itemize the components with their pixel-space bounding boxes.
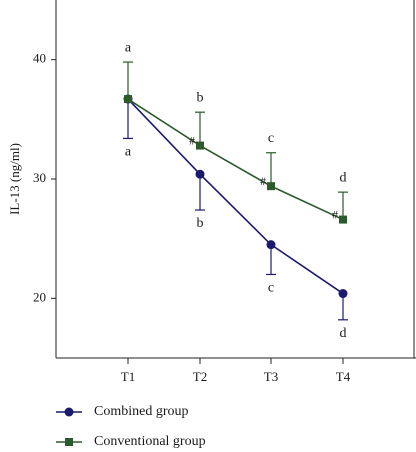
data-point-conventional-T4 (339, 215, 347, 224)
series-combined (123, 94, 348, 321)
legend: Combined group Conventional group (56, 404, 206, 449)
legend-marker-conventional (65, 438, 73, 446)
legend-marker-combined (64, 407, 74, 417)
y-tick-label-30: 30 (33, 170, 46, 185)
sig-label-combined-T4: d (340, 326, 347, 341)
hash-label-conventional-T4: # (332, 207, 338, 221)
sig-label-conventional-T2: b (197, 90, 204, 105)
data-point-combined-T4 (338, 289, 348, 299)
legend-item-conventional: Conventional group (56, 434, 206, 449)
hash-label-conventional-T3: # (260, 174, 266, 188)
x-tick-label-T1: T1 (121, 369, 135, 384)
sig-label-conventional-T3: c (268, 131, 274, 146)
data-point-conventional-T1 (124, 95, 132, 104)
sig-label-combined-T3: c (268, 281, 274, 296)
y-tick-label-20: 20 (33, 289, 46, 304)
data-point-combined-T2 (195, 169, 205, 179)
data-point-conventional-T3 (267, 182, 275, 191)
y-axis-title: IL-13 (ng/ml) (7, 143, 22, 215)
series-group (123, 61, 348, 321)
legend-label-combined: Combined group (94, 404, 189, 419)
x-tick-label-T3: T3 (264, 369, 278, 384)
series-line-combined (127, 98, 344, 295)
x-tick-label-T2: T2 (193, 369, 207, 384)
sig-label-conventional-T4: d (340, 170, 347, 185)
sig-label-combined-T2: b (197, 216, 204, 231)
data-point-combined-T3 (266, 240, 276, 250)
x-tick-label-T4: T4 (336, 369, 351, 384)
legend-item-combined: Combined group (56, 404, 189, 419)
series-line-conventional (127, 98, 344, 221)
y-tick-label-40: 40 (33, 51, 46, 66)
label-group: a b c d a b # c # d # (125, 40, 347, 341)
hash-label-conventional-T2: # (189, 133, 195, 147)
sig-label-combined-T1: a (125, 145, 132, 160)
legend-label-conventional: Conventional group (94, 434, 206, 449)
series-conventional (123, 61, 348, 224)
axes: 20 30 40 T1 T2 T3 T4 (33, 0, 416, 384)
sig-label-conventional-T1: a (125, 40, 132, 55)
data-point-conventional-T2 (196, 141, 204, 150)
